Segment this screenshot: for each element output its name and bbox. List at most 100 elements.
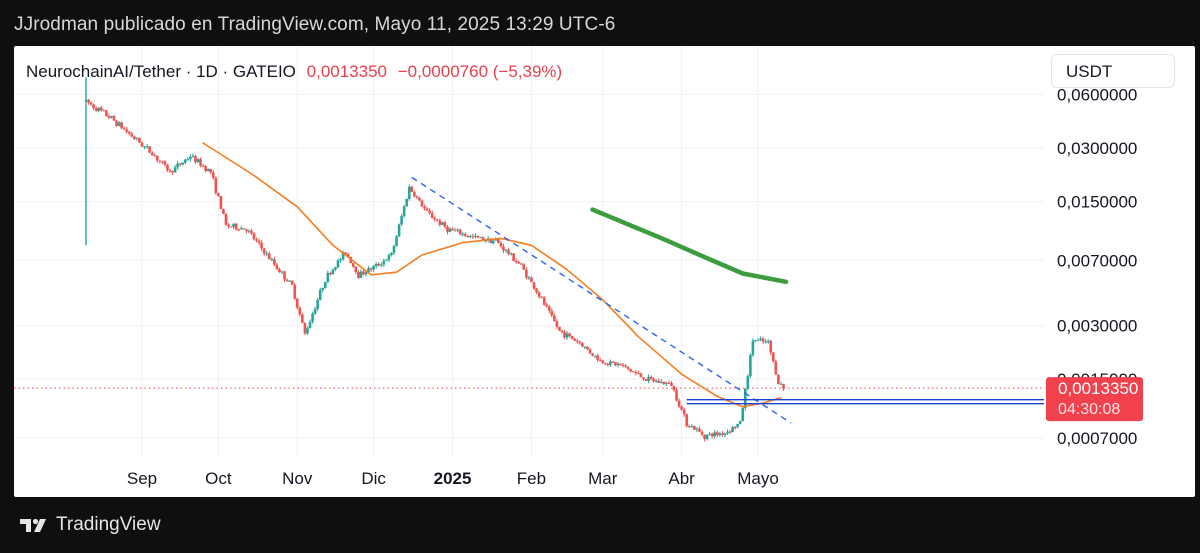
candle-body (598, 360, 602, 362)
candle-body (415, 196, 419, 198)
currency-button[interactable]: USDT (1051, 54, 1175, 88)
candle-body (443, 222, 447, 227)
candle-body (573, 338, 577, 341)
candle-body (474, 235, 477, 237)
candle-body (405, 198, 409, 207)
symbol-name[interactable]: NeurochainAI/Tether · 1D · GATEIO (26, 62, 296, 81)
candle-body (234, 223, 238, 230)
x-tick-label: Dic (361, 469, 386, 488)
candle-body (731, 427, 734, 432)
candle-body (616, 363, 620, 366)
candle-body (746, 376, 750, 390)
candle-body (471, 236, 475, 238)
last-price: 0,0013350 (306, 62, 388, 81)
candle-body (644, 379, 648, 382)
candle-body (726, 431, 729, 434)
candle-body (570, 336, 574, 339)
candle-body (481, 237, 485, 241)
candle-body (637, 373, 640, 375)
candle-body (351, 263, 355, 267)
candle-body (308, 321, 312, 329)
candle-body (341, 252, 345, 260)
candle-body (331, 269, 335, 275)
chart-panel[interactable]: 0,0600000 0,0300000 0,0150000 0,0070000 0,00… (14, 46, 1195, 497)
candle-body (596, 355, 599, 361)
ma-orange-line (202, 142, 782, 408)
candle-body (761, 338, 765, 342)
candle-body (339, 259, 342, 261)
candle-body (690, 426, 694, 428)
candle-body (311, 313, 314, 322)
candle-body (138, 137, 141, 143)
candle-body (621, 364, 625, 366)
x-tick-label: Nov (282, 469, 313, 488)
candle-body (219, 196, 223, 210)
candle-body (130, 133, 134, 137)
trendline-dashed[interactable] (411, 176, 792, 424)
y-tick-label: 0,0070000 (1057, 251, 1137, 270)
candle-body (710, 433, 714, 437)
candle-body (703, 434, 706, 440)
candle-body (685, 414, 689, 427)
candle-body (687, 426, 691, 428)
candle-body (547, 306, 551, 311)
candle-body (494, 239, 498, 241)
candle-body (476, 235, 480, 238)
candle-body (145, 146, 149, 148)
candle-body (662, 381, 666, 384)
candle-body (723, 433, 727, 435)
candle-body (743, 389, 747, 409)
candle-body (166, 164, 169, 171)
candle-body (603, 362, 607, 364)
candle-body (428, 210, 431, 214)
candle-body (122, 128, 126, 130)
candle-body (568, 333, 571, 337)
candle-body (451, 228, 454, 231)
candle-body (97, 107, 101, 111)
candle-body (94, 108, 98, 111)
candle-body (718, 433, 722, 435)
price-chart[interactable]: 0,0600000 0,0300000 0,0150000 0,0070000 0,00… (14, 46, 1195, 497)
candle-body (239, 228, 243, 230)
candle-body (290, 280, 294, 285)
candle-body (769, 340, 773, 353)
candle-body (647, 376, 650, 382)
candle-body (540, 296, 543, 298)
candle-body (387, 255, 391, 260)
candle-body (530, 277, 533, 283)
candle-body (382, 260, 386, 265)
candle-body (390, 252, 393, 256)
candle-body (629, 369, 633, 372)
x-tick-label: Abr (668, 469, 695, 488)
candle-body (354, 266, 358, 273)
candle-body (107, 116, 111, 118)
candle-body (581, 343, 584, 347)
candle-body (642, 377, 645, 380)
candle-body (148, 146, 151, 153)
candle-body (413, 191, 416, 197)
candle-body (89, 102, 93, 105)
candle-body (99, 107, 103, 111)
price-tag-value: 0,0013350 (1058, 379, 1138, 398)
candle-body (176, 163, 179, 168)
candle-body (469, 236, 472, 238)
x-tick-label: Feb (517, 469, 546, 488)
candle-body (293, 284, 297, 299)
candle-body (499, 242, 503, 247)
candle-body (313, 308, 317, 314)
candle-body (135, 137, 139, 139)
candle-body (741, 408, 745, 422)
candle-body (316, 300, 319, 309)
candle-body (672, 385, 676, 391)
candle-body (667, 382, 671, 384)
tradingview-logo-icon (20, 518, 46, 532)
candle-body (435, 219, 439, 221)
candle-body (102, 110, 106, 112)
candle-body (255, 239, 258, 241)
candle-body (728, 431, 732, 433)
candle-body (659, 381, 663, 383)
candle-body (509, 253, 513, 255)
candle-body (522, 264, 526, 270)
candle-body (285, 279, 289, 282)
candle-body (112, 116, 116, 121)
